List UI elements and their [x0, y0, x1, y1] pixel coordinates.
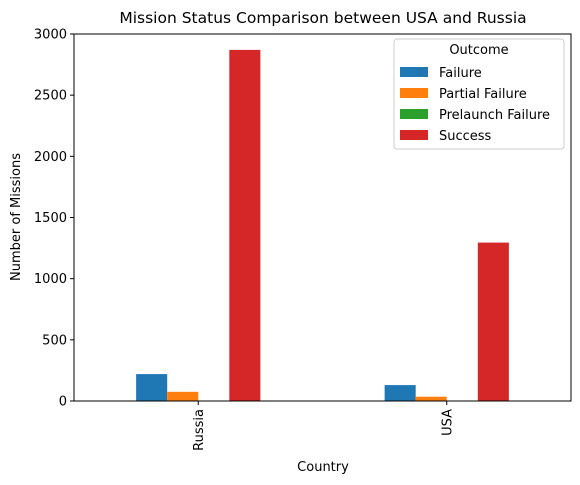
legend-label: Prelaunch Failure	[439, 108, 550, 123]
legend-box	[393, 38, 565, 150]
bar-partial-failure-russia	[167, 391, 199, 401]
y-tick-label: 2500	[34, 89, 67, 104]
bar-success-usa	[477, 242, 509, 401]
y-axis: 0 500 1000 1500 2000 2500 3000	[34, 28, 74, 410]
legend-swatch	[400, 130, 428, 140]
bar-failure-usa	[384, 385, 416, 401]
x-tick-label: USA	[440, 409, 455, 436]
x-axis: Russia USA	[192, 401, 455, 451]
plot-area	[136, 49, 509, 402]
legend-swatch	[400, 109, 428, 119]
legend-title: Outcome	[449, 43, 508, 58]
bar-success-russia	[229, 49, 261, 402]
y-tick-label: 2000	[34, 150, 67, 165]
legend-label: Partial Failure	[439, 87, 527, 102]
legend-swatch	[400, 67, 428, 77]
y-tick-label: 500	[42, 333, 67, 348]
legend-swatch	[400, 88, 428, 98]
x-tick-label: Russia	[192, 409, 207, 451]
y-tick-label: 1000	[34, 272, 67, 287]
y-tick-label: 0	[59, 395, 67, 410]
bar-partial-failure-usa	[415, 396, 447, 401]
bar-failure-russia	[136, 374, 168, 401]
x-axis-label: Country	[297, 460, 349, 475]
legend-label: Success	[439, 129, 492, 144]
y-tick-label: 3000	[34, 28, 67, 43]
y-tick-label: 1500	[34, 211, 67, 226]
legend: Outcome Failure Partial Failure Prelaunch F…	[393, 38, 565, 150]
chart-title: Mission Status Comparison between USA an…	[119, 9, 526, 27]
y-axis-label: Number of Missions	[9, 153, 24, 281]
legend-label: Failure	[439, 66, 482, 81]
